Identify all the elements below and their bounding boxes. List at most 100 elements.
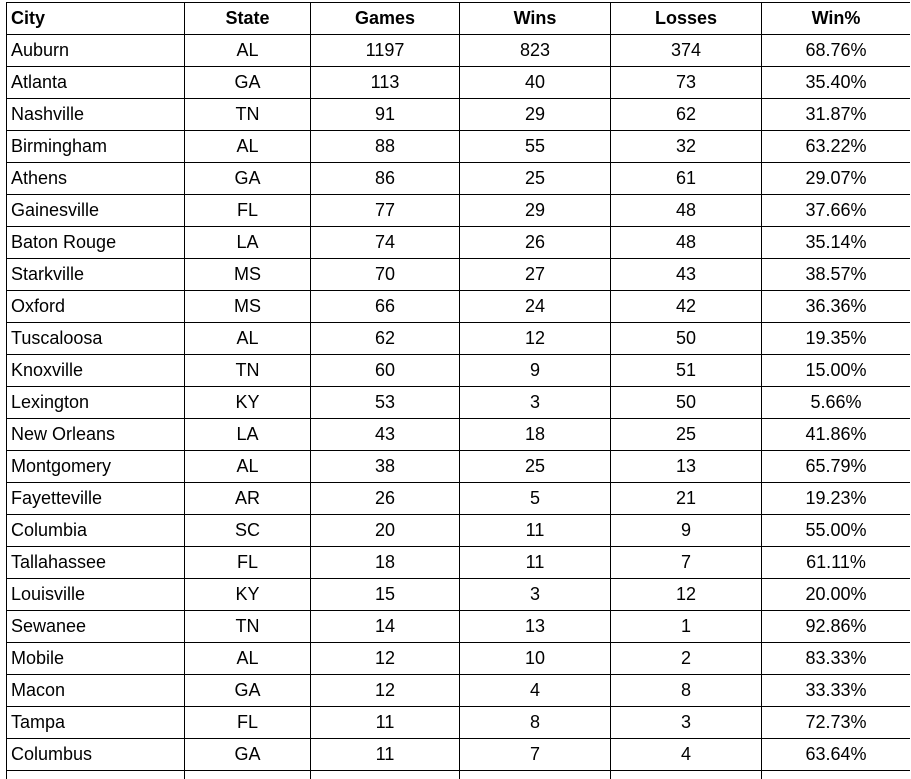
- cell-city[interactable]: Athens: [6, 162, 185, 195]
- cell-state[interactable]: GA: [184, 674, 311, 707]
- cell-state[interactable]: LA: [184, 418, 311, 451]
- cell-losses[interactable]: 51: [610, 354, 762, 387]
- cell-games[interactable]: 62: [310, 322, 460, 355]
- cell-losses[interactable]: 2: [610, 642, 762, 675]
- cell-state[interactable]: FL: [184, 546, 311, 579]
- cell-win-pct[interactable]: 33.33%: [761, 674, 910, 707]
- cell-empty[interactable]: [310, 770, 460, 779]
- cell-win-pct[interactable]: 31.87%: [761, 98, 910, 131]
- cell-state[interactable]: GA: [184, 66, 311, 99]
- cell-win-pct[interactable]: 83.33%: [761, 642, 910, 675]
- column-header-win-pct[interactable]: Win%: [761, 2, 910, 35]
- cell-empty[interactable]: [6, 770, 185, 779]
- cell-wins[interactable]: 7: [459, 738, 611, 771]
- cell-games[interactable]: 14: [310, 610, 460, 643]
- cell-games[interactable]: 38: [310, 450, 460, 483]
- cell-losses[interactable]: 48: [610, 226, 762, 259]
- cell-wins[interactable]: 9: [459, 354, 611, 387]
- cell-state[interactable]: AR: [184, 482, 311, 515]
- cell-losses[interactable]: 13: [610, 450, 762, 483]
- cell-games[interactable]: 70: [310, 258, 460, 291]
- cell-games[interactable]: 77: [310, 194, 460, 227]
- cell-wins[interactable]: 5: [459, 482, 611, 515]
- cell-games[interactable]: 12: [310, 642, 460, 675]
- cell-win-pct[interactable]: 63.64%: [761, 738, 910, 771]
- cell-wins[interactable]: 24: [459, 290, 611, 323]
- cell-games[interactable]: 18: [310, 546, 460, 579]
- cell-wins[interactable]: 12: [459, 322, 611, 355]
- cell-losses[interactable]: 62: [610, 98, 762, 131]
- cell-state[interactable]: FL: [184, 194, 311, 227]
- cell-city[interactable]: Fayetteville: [6, 482, 185, 515]
- cell-city[interactable]: Tampa: [6, 706, 185, 739]
- cell-losses[interactable]: 32: [610, 130, 762, 163]
- cell-win-pct[interactable]: 36.36%: [761, 290, 910, 323]
- cell-losses[interactable]: 73: [610, 66, 762, 99]
- cell-city[interactable]: Lexington: [6, 386, 185, 419]
- cell-wins[interactable]: 3: [459, 386, 611, 419]
- cell-losses[interactable]: 9: [610, 514, 762, 547]
- cell-state[interactable]: GA: [184, 738, 311, 771]
- cell-city[interactable]: Atlanta: [6, 66, 185, 99]
- cell-games[interactable]: 20: [310, 514, 460, 547]
- cell-games[interactable]: 11: [310, 706, 460, 739]
- cell-wins[interactable]: 10: [459, 642, 611, 675]
- cell-state[interactable]: MS: [184, 258, 311, 291]
- cell-wins[interactable]: 40: [459, 66, 611, 99]
- cell-win-pct[interactable]: 55.00%: [761, 514, 910, 547]
- cell-games[interactable]: 74: [310, 226, 460, 259]
- cell-games[interactable]: 113: [310, 66, 460, 99]
- cell-win-pct[interactable]: 68.76%: [761, 34, 910, 67]
- cell-win-pct[interactable]: 15.00%: [761, 354, 910, 387]
- cell-games[interactable]: 60: [310, 354, 460, 387]
- cell-city[interactable]: Mobile: [6, 642, 185, 675]
- cell-win-pct[interactable]: 63.22%: [761, 130, 910, 163]
- cell-wins[interactable]: 11: [459, 514, 611, 547]
- cell-city[interactable]: Louisville: [6, 578, 185, 611]
- cell-win-pct[interactable]: 41.86%: [761, 418, 910, 451]
- column-header-city[interactable]: City: [6, 2, 185, 35]
- cell-win-pct[interactable]: 72.73%: [761, 706, 910, 739]
- cell-losses[interactable]: 43: [610, 258, 762, 291]
- cell-games[interactable]: 66: [310, 290, 460, 323]
- cell-losses[interactable]: 374: [610, 34, 762, 67]
- cell-win-pct[interactable]: 29.07%: [761, 162, 910, 195]
- cell-wins[interactable]: 25: [459, 450, 611, 483]
- cell-state[interactable]: MS: [184, 290, 311, 323]
- cell-state[interactable]: AL: [184, 642, 311, 675]
- cell-losses[interactable]: 4: [610, 738, 762, 771]
- cell-city[interactable]: Sewanee: [6, 610, 185, 643]
- cell-city[interactable]: Auburn: [6, 34, 185, 67]
- cell-wins[interactable]: 26: [459, 226, 611, 259]
- cell-city[interactable]: Columbia: [6, 514, 185, 547]
- cell-losses[interactable]: 12: [610, 578, 762, 611]
- cell-state[interactable]: TN: [184, 610, 311, 643]
- cell-city[interactable]: Nashville: [6, 98, 185, 131]
- cell-wins[interactable]: 11: [459, 546, 611, 579]
- cell-wins[interactable]: 29: [459, 194, 611, 227]
- cell-games[interactable]: 1197: [310, 34, 460, 67]
- column-header-games[interactable]: Games: [310, 2, 460, 35]
- cell-city[interactable]: Tallahassee: [6, 546, 185, 579]
- cell-wins[interactable]: 13: [459, 610, 611, 643]
- cell-state[interactable]: GA: [184, 162, 311, 195]
- cell-wins[interactable]: 18: [459, 418, 611, 451]
- cell-losses[interactable]: 25: [610, 418, 762, 451]
- cell-empty[interactable]: [761, 770, 910, 779]
- cell-state[interactable]: AL: [184, 34, 311, 67]
- cell-games[interactable]: 91: [310, 98, 460, 131]
- cell-losses[interactable]: 50: [610, 386, 762, 419]
- cell-losses[interactable]: 50: [610, 322, 762, 355]
- cell-city[interactable]: Columbus: [6, 738, 185, 771]
- cell-win-pct[interactable]: 5.66%: [761, 386, 910, 419]
- cell-losses[interactable]: 48: [610, 194, 762, 227]
- cell-win-pct[interactable]: 92.86%: [761, 610, 910, 643]
- cell-city[interactable]: Macon: [6, 674, 185, 707]
- cell-city[interactable]: Birmingham: [6, 130, 185, 163]
- cell-state[interactable]: LA: [184, 226, 311, 259]
- cell-state[interactable]: AL: [184, 130, 311, 163]
- cell-state[interactable]: SC: [184, 514, 311, 547]
- column-header-wins[interactable]: Wins: [459, 2, 611, 35]
- cell-win-pct[interactable]: 19.35%: [761, 322, 910, 355]
- cell-wins[interactable]: 823: [459, 34, 611, 67]
